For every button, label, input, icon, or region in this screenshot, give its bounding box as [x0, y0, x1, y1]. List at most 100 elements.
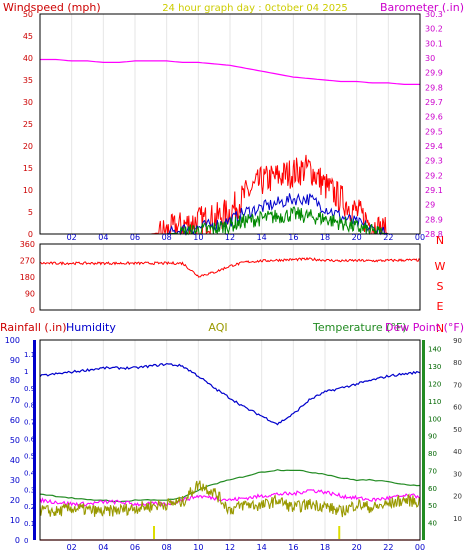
humidity-tick-label: 60 [10, 416, 20, 425]
rain-y-ticks: 0 0.1 0.2 0.3 0.4 0.5 0.6 0.7 0.8 0.9 1 1.1 [24, 351, 36, 545]
humidity-tick-label: 20 [10, 496, 20, 505]
wind-axis-label: Windspeed (mph) [3, 1, 101, 14]
dewpoint-y-ticks: 10 20 30 40 50 60 70 80 90 [453, 337, 462, 523]
compass-label: E [437, 300, 444, 313]
baro-tick-label: 30.2 [425, 25, 443, 34]
baro-tick-label: 30.3 [425, 10, 443, 19]
humidity-label: Humidity [66, 321, 116, 334]
wind-y-ticks: 0 5 10 15 20 25 30 35 40 45 50 [23, 10, 33, 239]
temperature-tick-label: 120 [428, 380, 441, 388]
compass-label: S [437, 280, 444, 293]
humidity-tick-label: 40 [10, 456, 20, 465]
baro-axis-label: Barometer (.in) [380, 1, 464, 14]
direction-tick-label: 0 [30, 306, 35, 315]
dewpoint-tick-label: 40 [453, 448, 462, 456]
wind-tick-label: 0 [28, 230, 33, 239]
dewpoint-label: Dew Point (°F) [385, 321, 464, 334]
top-x-tick-label: 14 [257, 233, 267, 242]
dewpoint-tick-label: 70 [453, 381, 462, 389]
humidity-tick-label: 10 [10, 516, 20, 525]
bottom-x-tick-label: 04 [98, 543, 108, 552]
humidity-y-ticks: 0 10 20 30 40 50 60 70 80 90 100 [5, 336, 20, 545]
baro-tick-label: 29.1 [425, 186, 443, 195]
bottom-x-tick-label: 08 [162, 543, 172, 552]
temperature-label: Temperature (°F) [312, 321, 407, 334]
baro-tick-label: 29.7 [425, 98, 443, 107]
dewpoint-line [39, 489, 420, 507]
compass-label: N [436, 234, 444, 247]
top-x-tick-label: 18 [320, 233, 330, 242]
bottom-x-tick-label: 20 [352, 543, 362, 552]
top-x-tick-label: 10 [193, 233, 203, 242]
temperature-tick-label: 70 [428, 467, 437, 475]
chart-title: 24 hour graph day : 0ctober 04 2025 [162, 3, 348, 14]
top-x-tick-label: 16 [288, 233, 298, 242]
wind-tick-label: 35 [23, 76, 33, 85]
humidity-tick-label: 90 [10, 356, 20, 365]
top-x-tick-label: 20 [352, 233, 362, 242]
top-x-tick-label: 00 [415, 233, 425, 242]
bottom-x-ticks: 02 04 06 08 10 12 14 16 18 20 22 00 [67, 543, 426, 552]
baro-tick-label: 29.3 [425, 157, 443, 166]
humidity-tick-label: 100 [5, 336, 20, 345]
wind-tick-label: 45 [23, 32, 33, 41]
rain-tick-label: 0.8 [24, 402, 35, 410]
baro-tick-label: 28.9 [425, 215, 443, 224]
rain-tick-label: 0.6 [24, 436, 36, 444]
wind-tick-label: 25 [23, 120, 33, 129]
humidity-line [39, 362, 421, 426]
bottom-x-tick-label: 16 [288, 543, 298, 552]
aqi-line [39, 480, 421, 518]
rain-tick-label: 0.2 [24, 503, 35, 511]
baro-tick-label: 29.6 [425, 113, 443, 122]
temperature-tick-label: 140 [428, 346, 441, 354]
temp-axis-bar [422, 340, 425, 540]
wind-tick-label: 10 [23, 186, 33, 195]
top-x-tick-label: 12 [225, 233, 235, 242]
top-x-tick-label: 22 [383, 233, 393, 242]
bottom-x-tick-label: 10 [193, 543, 203, 552]
baro-y-ticks: 28.8 28.9 29 29.1 29.2 29.3 29.4 29.5 29.6 29.7 29… [425, 10, 443, 239]
humidity-tick-label: 0 [15, 536, 20, 545]
dewpoint-tick-label: 50 [453, 426, 462, 434]
bottom-x-tick-label: 02 [67, 543, 77, 552]
baro-tick-label: 28.8 [425, 230, 443, 239]
bottom-panel-frame [39, 339, 421, 541]
direction-tick-label: 360 [20, 240, 35, 249]
bottom-x-tick-label: 00 [415, 543, 425, 552]
wind-tick-label: 20 [23, 142, 33, 151]
temperature-tick-label: 40 [428, 520, 437, 528]
dewpoint-tick-label: 10 [453, 515, 462, 523]
baro-tick-label: 29.4 [425, 142, 443, 151]
rain-axis-bar [33, 340, 36, 540]
rain-tick-label: 1.1 [24, 351, 35, 359]
direction-tick-label: 180 [20, 273, 35, 282]
temperature-line [39, 469, 421, 503]
temperature-tick-label: 90 [428, 433, 437, 441]
rain-tick-label: 1 [24, 368, 28, 376]
mid-panel-frame [39, 243, 421, 311]
barometer-line [40, 58, 420, 86]
dewpoint-tick-label: 90 [453, 337, 462, 345]
bottom-x-tick-label: 18 [320, 543, 330, 552]
top-x-tick-label: 08 [162, 233, 172, 242]
top-x-tick-label: 02 [67, 233, 77, 242]
wind-direction-line [39, 256, 421, 278]
rain-tick-label: 0.9 [24, 385, 35, 393]
rain-tick-label: 0.1 [24, 520, 35, 528]
temperature-tick-label: 80 [428, 450, 437, 458]
top-x-tick-label: 06 [130, 233, 140, 242]
top-panel-frame [39, 13, 421, 235]
rain-tick-label: 0.4 [24, 469, 36, 477]
baro-tick-label: 29 [425, 201, 435, 210]
aqi-label: AQI [208, 321, 227, 334]
compass-label: W [435, 260, 446, 273]
wind-tick-label: 30 [23, 98, 33, 107]
dewpoint-tick-label: 30 [453, 470, 462, 478]
baro-tick-label: 30 [425, 54, 435, 63]
baro-tick-label: 29.5 [425, 127, 443, 136]
temperature-tick-label: 50 [428, 502, 437, 510]
top-x-ticks: 02 04 06 08 10 12 14 16 18 20 22 00 [67, 233, 426, 242]
